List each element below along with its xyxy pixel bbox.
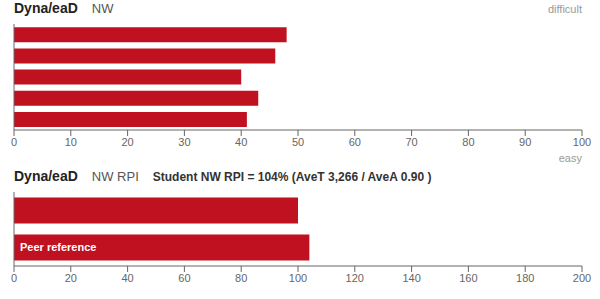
svg-text:90: 90 — [519, 136, 531, 148]
svg-text:80: 80 — [235, 272, 247, 284]
svg-text:200: 200 — [573, 272, 591, 284]
svg-text:0: 0 — [11, 136, 17, 148]
svg-text:Peer reference: Peer reference — [20, 241, 96, 253]
svg-text:60: 60 — [178, 272, 190, 284]
html-text:Dyna/eaD: Dyna/eaD — [14, 0, 78, 16]
html-text:NW: NW — [91, 1, 114, 16]
svg-text:140: 140 — [402, 272, 420, 284]
html-text:difficult: difficult — [548, 3, 582, 15]
svg-text:180: 180 — [516, 272, 534, 284]
svg-text:20: 20 — [121, 136, 133, 148]
svg-text:100: 100 — [573, 136, 591, 148]
svg-text:20: 20 — [65, 272, 77, 284]
svg-text:80: 80 — [462, 136, 474, 148]
svg-text:100: 100 — [289, 272, 307, 284]
svg-text:60: 60 — [349, 136, 361, 148]
svg-text:70: 70 — [405, 136, 417, 148]
svg-text:40: 40 — [121, 272, 133, 284]
html-text:NW RPI: NW RPI — [91, 169, 139, 184]
svg-text:30: 30 — [178, 136, 190, 148]
svg-text:120: 120 — [346, 272, 364, 284]
svg-text:160: 160 — [459, 272, 477, 284]
svg-text:50: 50 — [292, 136, 304, 148]
html-text:Student NW RPI = 104% (AveT 3,: Student NW RPI = 104% (AveT 3,266 / AveA… — [152, 170, 432, 184]
html-text:easy: easy — [558, 152, 582, 164]
html-text:Dyna/eaD: Dyna/eaD — [14, 168, 78, 184]
svg-text:10: 10 — [65, 136, 77, 148]
svg-text:0: 0 — [11, 272, 17, 284]
svg-text:40: 40 — [235, 136, 247, 148]
